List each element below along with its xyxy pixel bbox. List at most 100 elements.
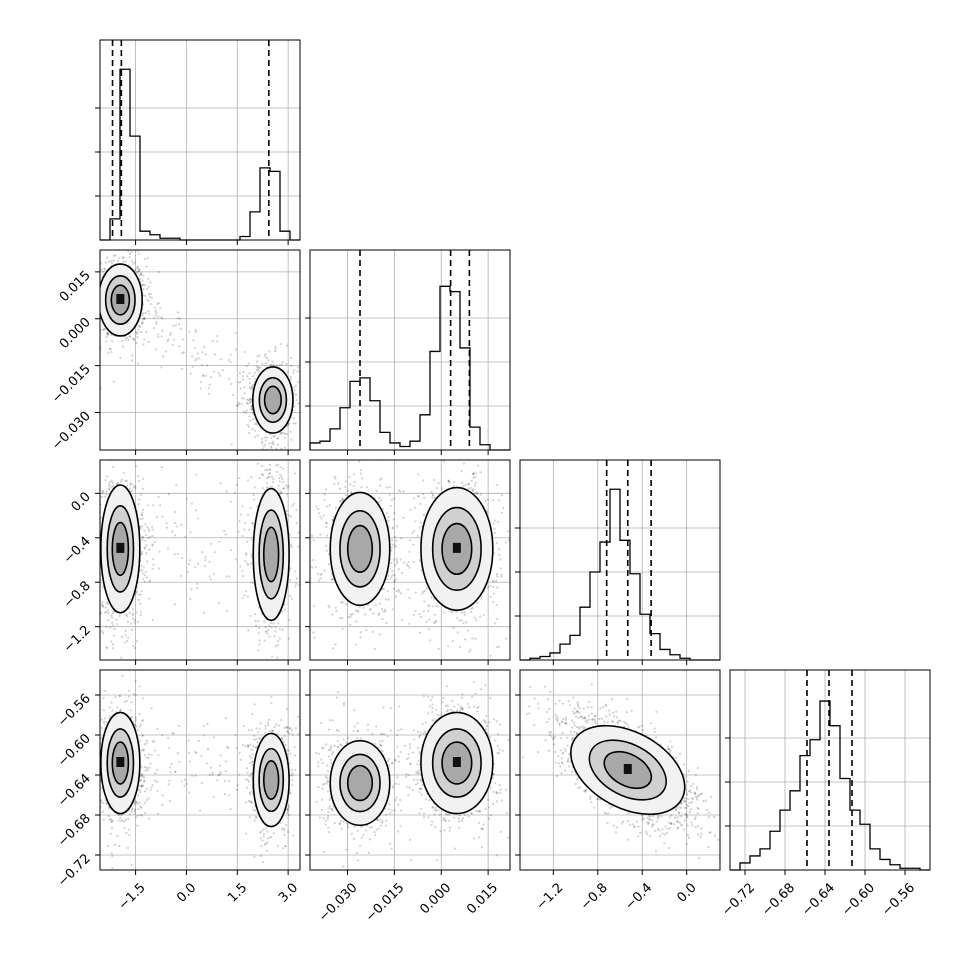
sample-point — [271, 480, 275, 484]
sample-point — [244, 412, 247, 415]
sample-point — [219, 482, 222, 485]
sample-point — [276, 643, 279, 647]
histogram-bin — [250, 212, 260, 240]
sample-point — [142, 294, 145, 297]
sample-point — [496, 575, 499, 578]
sample-point — [399, 558, 402, 561]
sample-point — [471, 637, 474, 640]
sample-point — [136, 266, 139, 269]
sample-point — [306, 577, 308, 579]
sample-point — [427, 604, 430, 607]
sample-point — [347, 616, 350, 619]
sample-point — [467, 629, 470, 632]
sample-point — [418, 613, 421, 616]
sample-point — [317, 512, 321, 515]
sample-point — [134, 465, 138, 468]
sample-point — [265, 482, 268, 485]
sample-point — [334, 606, 337, 609]
sample-point — [128, 612, 131, 615]
sample-point — [286, 486, 289, 489]
sample-point — [92, 308, 94, 310]
sample-point — [247, 399, 250, 402]
sample-point — [270, 441, 274, 445]
sample-point — [144, 257, 147, 261]
sample-point — [272, 442, 275, 446]
sample-point — [279, 465, 282, 469]
sample-point — [463, 611, 466, 614]
sample-point — [270, 626, 273, 629]
sample-point — [253, 423, 257, 426]
sample-point — [393, 580, 396, 583]
sample-point — [250, 385, 254, 388]
sample-point — [87, 298, 89, 300]
sample-point — [293, 472, 297, 475]
sample-point — [176, 311, 180, 314]
sample-point — [387, 519, 390, 522]
sample-point — [281, 628, 284, 631]
sample-point — [204, 559, 207, 562]
sample-point — [125, 613, 128, 616]
sample-point — [393, 535, 397, 539]
sample-point — [149, 303, 153, 306]
sample-point — [138, 324, 141, 327]
sample-point — [257, 369, 260, 372]
sample-point — [248, 372, 251, 375]
sample-point — [184, 535, 187, 539]
sample-point — [102, 270, 105, 273]
sample-point — [89, 286, 91, 288]
sample-point — [408, 550, 411, 553]
sample-point — [158, 550, 161, 553]
sample-point — [434, 604, 438, 607]
sample-point — [111, 616, 114, 619]
sample-point — [378, 674, 380, 676]
sample-point — [137, 267, 140, 271]
sample-point — [385, 486, 388, 489]
sample-point — [106, 608, 109, 612]
sample-point — [253, 612, 257, 616]
sample-point — [249, 614, 252, 617]
sample-point — [399, 592, 403, 595]
sample-point — [135, 611, 138, 614]
sample-point — [356, 450, 358, 452]
sample-point — [142, 508, 145, 511]
sample-point — [280, 431, 283, 434]
sample-point — [427, 609, 430, 612]
histogram-bin — [890, 865, 900, 870]
sample-point — [139, 527, 142, 530]
sample-point — [427, 627, 431, 631]
sample-point — [260, 440, 264, 443]
sample-point — [144, 539, 147, 543]
sample-point — [121, 339, 124, 343]
sample-point — [245, 364, 248, 368]
sample-point — [491, 579, 494, 583]
sample-point — [137, 252, 141, 256]
sample-point — [281, 610, 284, 613]
panel-frame — [519, 459, 721, 661]
sample-point — [149, 281, 152, 284]
sample-point — [266, 436, 269, 439]
sample-point — [495, 573, 499, 576]
sample-point — [462, 462, 466, 465]
sample-point — [278, 627, 282, 631]
sample-point — [133, 485, 137, 488]
sample-point — [411, 532, 414, 535]
sample-point — [131, 628, 134, 631]
sample-point — [246, 595, 249, 598]
sample-point — [375, 489, 378, 493]
sample-point — [145, 544, 148, 547]
sample-point — [211, 339, 214, 342]
sample-point — [295, 577, 298, 580]
histogram-bin — [430, 351, 440, 450]
sample-point — [157, 315, 160, 319]
sample-point — [269, 468, 272, 471]
histogram-bin — [270, 171, 280, 240]
sample-point — [289, 533, 292, 536]
sample-point — [251, 427, 254, 430]
sample-point — [213, 551, 216, 554]
sample-point — [460, 470, 463, 473]
histogram-bin — [460, 348, 470, 450]
sample-point — [397, 588, 400, 591]
sample-point — [290, 438, 293, 441]
sample-point — [96, 478, 98, 480]
sample-point — [264, 468, 267, 472]
